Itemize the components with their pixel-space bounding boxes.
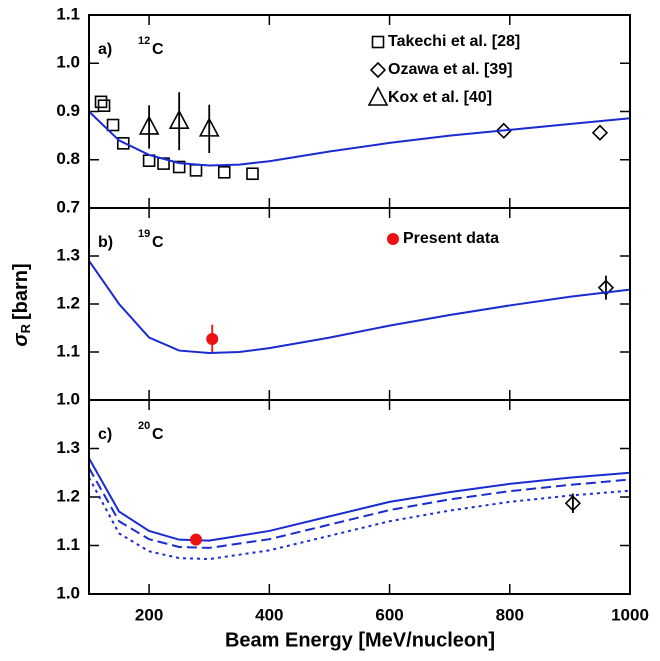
data-point bbox=[106, 118, 120, 132]
x-tick-label: 800 bbox=[496, 605, 524, 624]
data-point bbox=[97, 99, 111, 113]
legend-label: Takechi et al. [28] bbox=[388, 33, 520, 50]
curve bbox=[88, 260, 631, 354]
legend-marker bbox=[387, 233, 399, 245]
data-point bbox=[168, 109, 190, 129]
y-tick-label: 1.0 bbox=[56, 583, 80, 602]
data-point bbox=[564, 495, 582, 512]
legend-marker bbox=[367, 86, 389, 106]
data-point bbox=[189, 164, 203, 177]
x-tick-label: 600 bbox=[375, 605, 403, 624]
curve bbox=[88, 457, 631, 542]
y-tick-label: 1.1 bbox=[56, 535, 80, 554]
legend-marker bbox=[369, 61, 387, 79]
data-point bbox=[94, 95, 108, 109]
y-tick-label: 0.9 bbox=[56, 101, 80, 120]
curve bbox=[88, 467, 631, 549]
mass-number: 20 bbox=[138, 420, 150, 432]
y-tick-label: 1.3 bbox=[56, 245, 80, 264]
mass-number: 12 bbox=[138, 35, 150, 47]
y-tick-label: 1.1 bbox=[56, 4, 80, 23]
data-point bbox=[597, 279, 615, 296]
panel-frame bbox=[88, 399, 631, 595]
y-label-subscript: R bbox=[18, 323, 33, 333]
data-point bbox=[189, 533, 202, 546]
panel-frame bbox=[88, 14, 631, 209]
data-point bbox=[495, 122, 512, 139]
legend-label: Ozawa et al. [39] bbox=[388, 61, 513, 78]
element: C bbox=[152, 41, 164, 58]
x-axis-label: Beam Energy [MeV/nucleon] bbox=[225, 629, 495, 651]
y-tick-label: 0.7 bbox=[56, 197, 80, 216]
panel-label: a) bbox=[98, 41, 112, 58]
data-point bbox=[217, 165, 231, 179]
y-tick-label: 1.3 bbox=[56, 438, 80, 457]
mass-number: 19 bbox=[138, 228, 150, 240]
y-tick-label: 1.2 bbox=[56, 486, 80, 505]
y-tick-label: 1.0 bbox=[56, 53, 80, 72]
panel-frame bbox=[88, 207, 631, 401]
element: C bbox=[152, 234, 164, 251]
y-label-symbol: σ bbox=[10, 333, 32, 347]
data-point bbox=[116, 137, 130, 150]
legend-label: Kox et al. [40] bbox=[388, 89, 492, 106]
curve bbox=[88, 110, 631, 167]
data-point bbox=[246, 167, 259, 181]
y-label-unit: [barn] bbox=[10, 263, 32, 320]
legend-label: Present data bbox=[403, 230, 499, 247]
x-tick-label: 1000 bbox=[611, 605, 649, 624]
data-point bbox=[206, 333, 219, 346]
legend-marker bbox=[371, 35, 385, 49]
y-tick-label: 1.1 bbox=[56, 341, 80, 360]
data-point bbox=[591, 124, 609, 141]
y-tick-label: 1.0 bbox=[56, 389, 80, 408]
curve bbox=[88, 477, 631, 561]
panel-label: b) bbox=[98, 234, 113, 251]
y-axis-label: σR [barn] bbox=[10, 263, 33, 346]
x-tick-label: 200 bbox=[135, 605, 163, 624]
data-point bbox=[172, 160, 186, 174]
y-tick-label: 0.8 bbox=[56, 149, 80, 168]
data-point bbox=[138, 115, 160, 135]
data-point bbox=[198, 117, 220, 137]
element: C bbox=[152, 426, 164, 443]
x-tick-label: 400 bbox=[255, 605, 283, 624]
panel-label: c) bbox=[98, 426, 112, 443]
y-tick-label: 1.2 bbox=[56, 293, 80, 312]
